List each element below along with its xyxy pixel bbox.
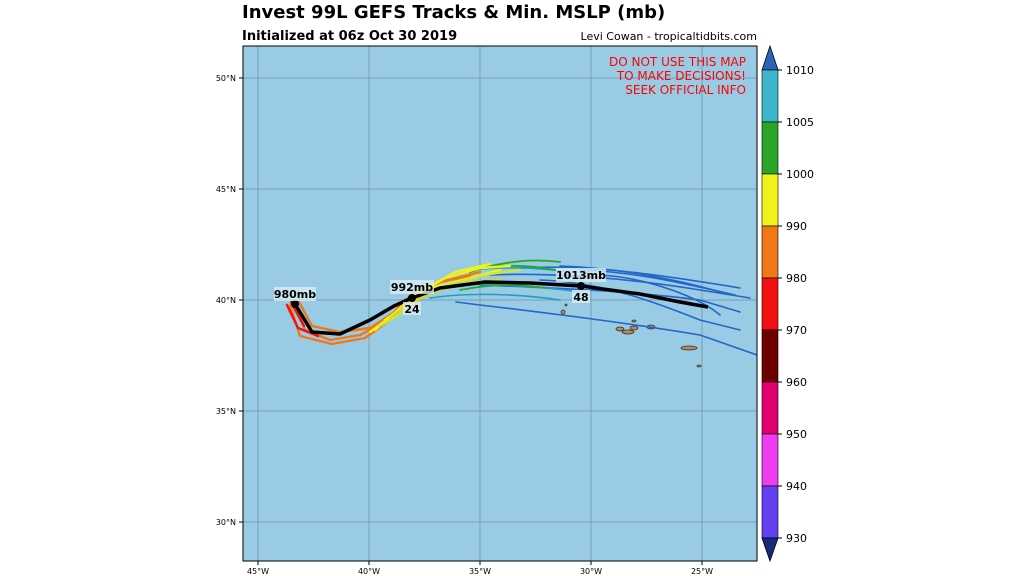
colorbar-top-arrow — [761, 44, 779, 71]
colorbar-tick-label: 1005 — [786, 116, 814, 129]
map-title: Invest 99L GEFS Tracks & Min. MSLP (mb) — [242, 2, 666, 23]
colorbar-tick-label: 1010 — [786, 64, 814, 77]
warning-line-1: DO NOT USE THIS MAP — [609, 55, 746, 69]
island-graciosa — [631, 319, 637, 323]
island-sao-miguel — [680, 345, 698, 351]
ensemble-mean-track — [291, 280, 709, 336]
lon-label: 40°W — [358, 567, 380, 576]
mean-track-point-980 — [291, 300, 299, 308]
label-hour-24: 24 — [404, 303, 420, 316]
pressure-colorbar: 1010 1005 1000 990 980 970 960 950 940 930 — [761, 44, 814, 563]
colorbar-segment — [761, 381, 779, 435]
colorbar-tick-label: 930 — [786, 532, 807, 545]
mean-track-labels: 980mb 992mb 24 1013mb 48 — [274, 268, 606, 316]
axis-ticks — [239, 77, 703, 565]
ocean-background — [243, 46, 757, 561]
map-subtitle: Initialized at 06z Oct 30 2019 — [242, 29, 458, 44]
label-pressure-980: 980mb — [274, 288, 316, 301]
island-faial — [615, 326, 625, 332]
colorbar-tick-label: 980 — [786, 272, 807, 285]
track-member — [459, 284, 546, 291]
lat-label: 50°N — [216, 74, 236, 83]
mean-track-point-24h — [408, 294, 416, 302]
colorbar-tick-label: 950 — [786, 428, 807, 441]
mean-track-point-48h — [577, 282, 585, 290]
lon-label: 25°W — [691, 567, 713, 576]
colorbar-segment — [761, 485, 779, 539]
colorbar-tick-label: 990 — [786, 220, 807, 233]
warning-line-3: SEEK OFFICIAL INFO — [625, 83, 746, 97]
track-member — [599, 274, 721, 316]
track-member — [455, 301, 757, 356]
island-sao-jorge — [629, 325, 639, 331]
island-flores — [560, 309, 566, 315]
lon-label: 35°W — [469, 567, 491, 576]
mean-track-line — [293, 280, 709, 336]
lon-label: 30°W — [580, 567, 602, 576]
map-credit: Levi Cowan - tropicaltidbits.com — [580, 30, 757, 43]
island-santa-maria — [696, 364, 702, 368]
colorbar-tick-label: 940 — [786, 480, 807, 493]
disclaimer-warning: DO NOT USE THIS MAP TO MAKE DECISIONS! S… — [609, 55, 746, 97]
colorbar-segment — [761, 225, 779, 279]
lon-label: 45°W — [247, 567, 269, 576]
track-member — [479, 284, 741, 313]
latitude-labels: 50°N 45°N 40°N 35°N 30°N — [216, 74, 236, 527]
lat-label: 40°N — [216, 296, 236, 305]
lat-label: 35°N — [216, 407, 236, 416]
colorbar-tick-label: 970 — [786, 324, 807, 337]
track-member — [429, 293, 561, 301]
lat-label: 30°N — [216, 518, 236, 527]
island-corvo — [564, 303, 568, 307]
colorbar-tick-label: 1000 — [786, 168, 814, 181]
label-pressure-1013: 1013mb — [556, 269, 606, 282]
colorbar-segment — [761, 69, 779, 123]
colorbar-segment — [761, 173, 779, 227]
label-pressure-992: 992mb — [391, 281, 433, 294]
colorbar-tick-label: 960 — [786, 376, 807, 389]
map-frame — [242, 45, 758, 562]
azores-islands — [560, 303, 702, 368]
longitude-labels: 45°W 40°W 35°W 30°W 25°W — [247, 567, 713, 576]
colorbar-bottom-arrow — [761, 537, 779, 563]
colorbar-segment — [761, 277, 779, 331]
colorbar-segment — [761, 121, 779, 175]
colorbar-segment — [761, 329, 779, 383]
label-hour-48: 48 — [573, 291, 588, 304]
colorbar-segment — [761, 433, 779, 487]
warning-line-2: TO MAKE DECISIONS! — [616, 69, 746, 83]
island-pico — [621, 329, 635, 335]
lat-label: 45°N — [216, 185, 236, 194]
